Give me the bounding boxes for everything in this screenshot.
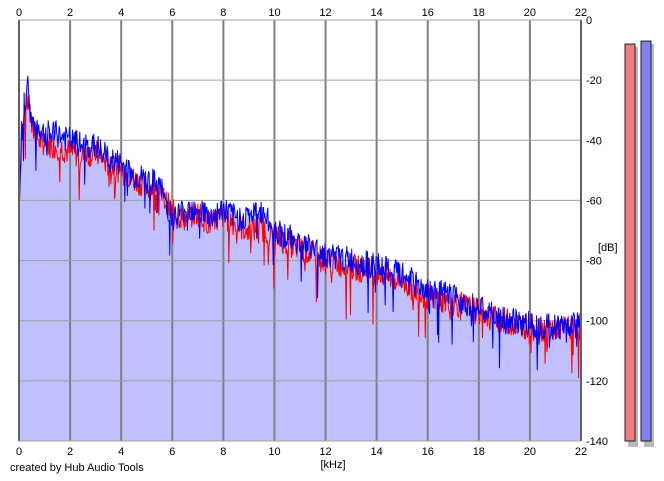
x-tick-label: 8 [220,446,226,458]
level-meters [624,40,654,448]
series [18,75,582,379]
x-tick-label: 20 [524,7,536,19]
x-tick-label: 8 [220,7,226,19]
y-tick-label: 0 [586,15,592,27]
y-axis-label: [dB] [598,242,618,254]
x-tick-label: 2 [67,7,73,19]
y-tick-label: -60 [586,195,602,207]
y-tick-label: -140 [586,436,608,448]
y-tick-label: -80 [586,256,602,268]
x-tick-label: 4 [118,7,124,19]
x-tick-label: 18 [473,7,485,19]
spectrum-area [19,76,581,441]
x-tick-label: 10 [268,446,280,458]
credit-text: created by Hub Audio Tools [10,462,144,474]
x-tick-label: 0 [16,446,22,458]
x-tick-label: 18 [473,446,485,458]
spectrum-fill [19,76,581,441]
x-tick-label: 16 [422,446,434,458]
x-tick-label: 20 [524,446,536,458]
y-tick-label: -100 [586,316,608,328]
series-line-2 [18,75,582,371]
level-meter-1 [624,43,636,442]
x-tick-label: 22 [575,7,587,19]
x-tick-label: 4 [118,446,124,458]
x-tick-label: 0 [16,7,22,19]
x-tick-label: 2 [67,446,73,458]
x-tick-label: 6 [169,446,175,458]
y-tick-label: -40 [586,135,602,147]
x-tick-label: 10 [268,7,280,19]
grid [19,20,581,441]
y-tick-label: -120 [586,376,608,388]
x-tick-label: 14 [371,446,383,458]
x-axis-label: [kHz] [320,459,345,471]
y-tick-labels: 0 -20 -40 -60 -80 -100 -120 -140 [586,15,608,448]
x-tick-label: 12 [319,446,331,458]
x-tick-label: 6 [169,7,175,19]
x-tick-label: 12 [319,7,331,19]
y-tick-label: -20 [586,75,602,87]
x-tick-label: 16 [422,7,434,19]
x-tick-labels-top: 0 2 4 6 8 10 12 14 16 18 20 22 [16,7,587,19]
x-tick-label: 14 [371,7,383,19]
x-tick-labels-bottom: 0 2 4 6 8 10 12 14 16 18 20 22 [16,446,587,458]
x-tick-label: 22 [575,446,587,458]
plot-frame [18,19,582,442]
level-meter-2 [640,40,652,442]
